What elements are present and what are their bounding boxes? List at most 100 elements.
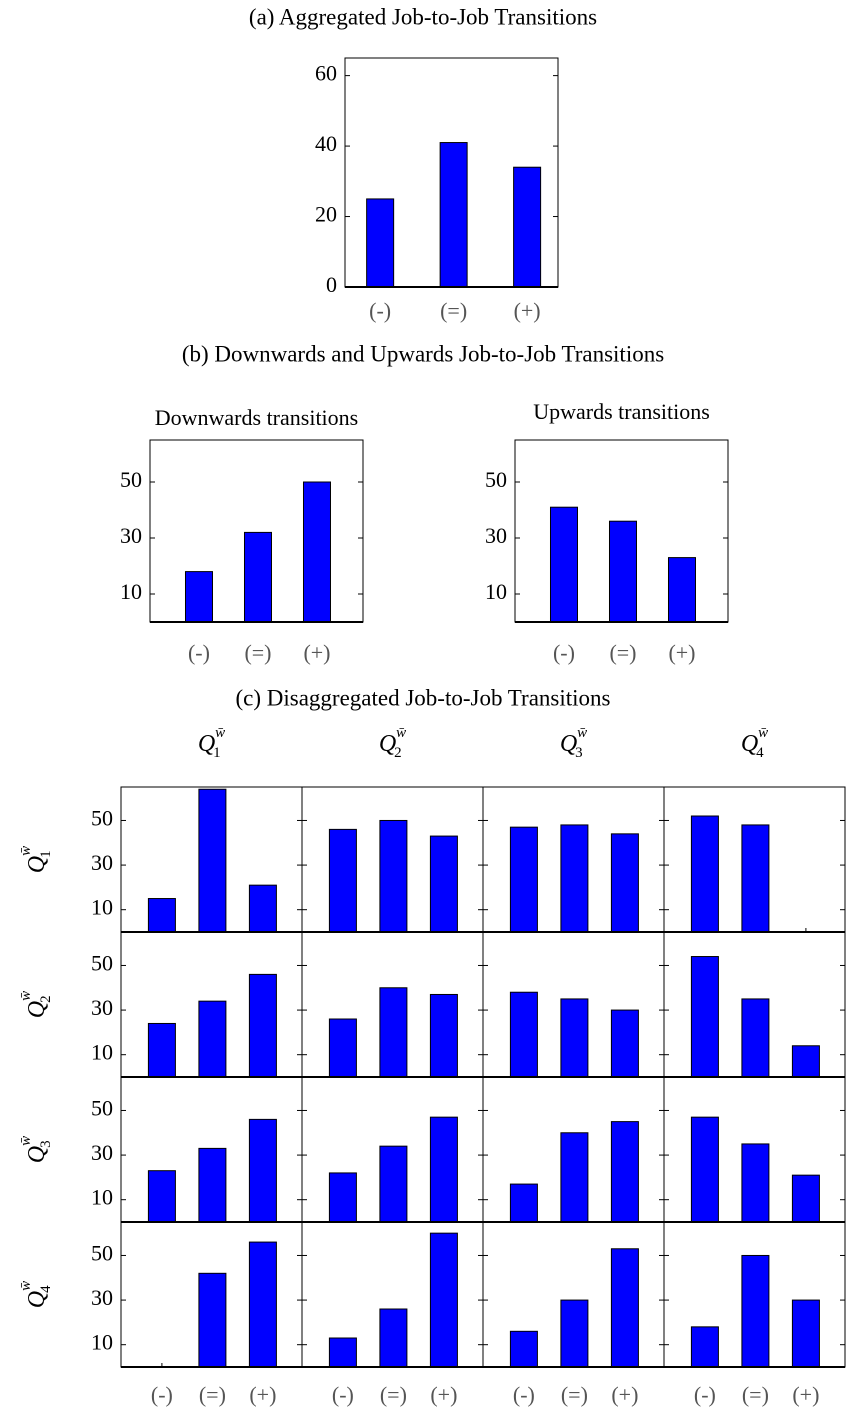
x-tick-label: (-) [151,1382,173,1407]
bar [509,826,538,933]
bar [690,1116,719,1223]
bar [328,828,357,933]
bar [429,993,458,1078]
bar [509,1330,538,1368]
bar [198,1147,227,1223]
y-tick-label: 10 [91,1040,113,1065]
bar [509,1183,538,1223]
bar [184,571,213,623]
bar [667,557,696,623]
bar [741,1254,770,1368]
q-symbol: Q [560,731,577,757]
y-tick-label: 10 [91,895,113,920]
bar [690,956,719,1078]
q-sub: 1 [38,850,54,858]
bar [513,166,542,288]
q-sub: 2 [394,745,402,761]
bar [429,1116,458,1223]
y-tick-label: 30 [120,523,142,548]
bar [791,1045,820,1078]
bar [379,1308,408,1368]
y-tick-label: 10 [120,579,142,604]
bar [198,788,227,933]
x-tick-label: (+) [430,1382,457,1407]
x-tick-label: (=) [199,1382,226,1407]
q-symbol: Q [741,731,758,757]
bar [690,1326,719,1368]
bar [791,1299,820,1368]
q-sub: 3 [38,1140,54,1148]
q-symbol: Q [379,731,396,757]
q-symbol: Q [24,1001,50,1018]
y-tick-label: 50 [120,467,142,492]
bar [248,1118,277,1223]
q-symbol: Q [198,731,215,757]
bar [302,481,331,623]
q-label: Qw̄ 1 [198,725,225,761]
x-tick-label: (=) [609,640,636,665]
q-sup: w̄ [396,725,406,741]
bar [243,531,272,623]
q-sup: w̄ [758,725,768,741]
x-tick-label: (-) [188,640,210,665]
bar [328,1337,357,1368]
bar [147,898,176,933]
x-tick-label: (-) [513,1382,535,1407]
bar [379,987,408,1078]
bar [509,991,538,1078]
y-tick-label: 10 [91,1185,113,1210]
x-tick-label: (+) [792,1382,819,1407]
x-tick-label: (-) [332,1382,354,1407]
q-symbol: Q [24,1146,50,1163]
x-tick-label: (=) [380,1382,407,1407]
y-tick-label: 50 [91,806,113,831]
bar [198,1000,227,1078]
x-tick-label: (+) [611,1382,638,1407]
caption: (b) Downwards and Upwards Job-to-Job Tra… [182,341,664,366]
q-label: Qw̄ 4 [741,725,768,761]
chart-title: Downwards transitions [155,405,358,430]
y-tick-label: 60 [315,61,337,86]
y-tick-label: 30 [91,1285,113,1310]
q-label: Qw̄ 4 [18,1281,54,1308]
y-tick-label: 20 [315,202,337,227]
bar [610,833,639,933]
y-tick-label: 50 [91,1096,113,1121]
bar [741,998,770,1078]
bar [560,1299,589,1368]
bar [560,1132,589,1223]
x-tick-label: (-) [369,298,391,323]
q-label: Qw̄ 2 [18,991,54,1018]
x-tick-label: (+) [303,640,330,665]
x-tick-label: (=) [561,1382,588,1407]
y-tick-label: 30 [91,995,113,1020]
bar [610,1009,639,1078]
y-tick-label: 50 [485,467,507,492]
q-symbol: Q [24,856,50,873]
bar [741,824,770,933]
bar [560,824,589,933]
bar [328,1172,357,1223]
y-tick-label: 30 [91,850,113,875]
caption: (a) Aggregated Job-to-Job Transitions [249,4,597,29]
q-label: Qw̄ 3 [560,725,587,761]
bar [147,1022,176,1078]
bar [690,815,719,933]
bar [608,520,637,623]
q-label: Qw̄ 2 [379,725,406,761]
q-sub: 4 [38,1285,54,1293]
caption: (c) Disaggregated Job-to-Job Transitions [236,685,611,710]
bar [610,1121,639,1223]
y-tick-label: 40 [315,131,337,156]
bar [147,1170,176,1223]
y-tick-label: 30 [91,1140,113,1165]
q-sub: 4 [756,745,764,761]
bar [560,998,589,1078]
bar [379,1145,408,1223]
y-tick-label: 10 [91,1330,113,1355]
y-tick-label: 30 [485,523,507,548]
x-tick-label: (=) [440,298,467,323]
q-sup: w̄ [18,846,34,856]
bar [439,142,468,288]
bar [248,1241,277,1368]
